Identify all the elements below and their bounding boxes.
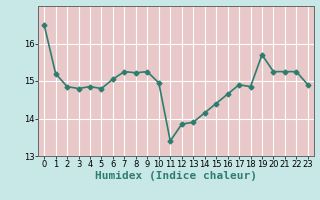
X-axis label: Humidex (Indice chaleur): Humidex (Indice chaleur) <box>95 171 257 181</box>
